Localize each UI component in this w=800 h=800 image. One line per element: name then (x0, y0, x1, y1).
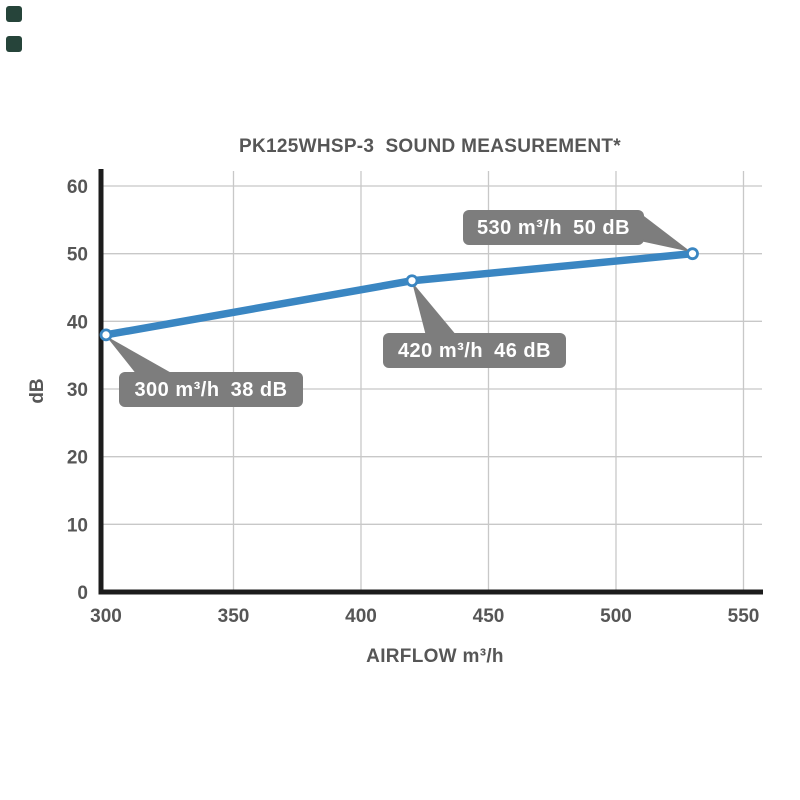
x-tick-label: 500 (600, 606, 632, 627)
y-tick-label: 20 (67, 448, 88, 469)
annotation-label: 300 m³/h 38 dB (134, 379, 287, 401)
annotation-pointer (640, 213, 691, 252)
annotation-label: 530 m³/h 50 dB (477, 217, 630, 239)
annotation-box (119, 372, 303, 407)
y-axis-label: dB (27, 378, 48, 404)
annotation-pointer (412, 282, 457, 336)
corner-badge-2 (6, 36, 22, 52)
y-tick-label: 50 (67, 245, 88, 266)
y-tick-label: 30 (67, 380, 88, 401)
y-tick-label: 40 (67, 312, 88, 333)
sound-level-line (102, 249, 697, 339)
annotation-pointer (106, 336, 175, 375)
x-tick-label: 350 (218, 606, 250, 627)
x-axis-label: AIRFLOW m³/h (366, 646, 504, 667)
annotation-label: 420 m³/h 46 dB (398, 340, 551, 362)
annotation-box (463, 210, 644, 245)
x-tick-label: 400 (345, 606, 377, 627)
x-tick-label: 300 (90, 606, 122, 627)
y-tick-label: 60 (67, 177, 88, 198)
x-tick-label: 550 (728, 606, 760, 627)
x-tick-label: 450 (473, 606, 505, 627)
data-point-marker (405, 274, 419, 288)
corner-badge-1 (6, 6, 22, 22)
data-point-marker (686, 247, 699, 261)
y-tick-label: 10 (67, 515, 88, 536)
y-tick-label: 0 (77, 583, 88, 604)
chart-title: PK125WHSP-3 SOUND MEASUREMENT* (239, 136, 621, 157)
annotation-box (383, 333, 566, 368)
data-point-marker (99, 328, 113, 342)
